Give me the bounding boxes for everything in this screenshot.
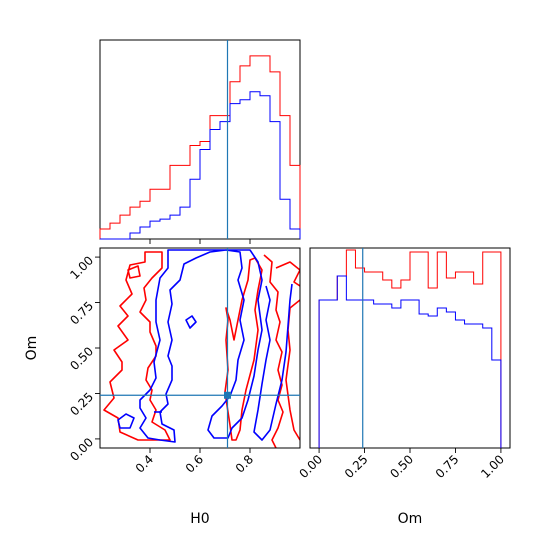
joint-y-tick-label-3: 0.75 — [67, 299, 96, 328]
contour-blue-right — [253, 283, 293, 441]
joint-x-tick-label-1: 0.6 — [183, 452, 206, 475]
contour-red-outer-left — [103, 251, 171, 441]
joint-x-tick-label-2: 0.8 — [233, 452, 256, 475]
hist-Om-tick-label-0: 0.00 — [296, 452, 325, 481]
hist-Om-tick-label-3: 0.75 — [433, 452, 462, 481]
joint-y-tick-label-4: 1.00 — [67, 253, 96, 282]
joint-xlabel: H0 — [190, 511, 209, 527]
hist-H0-series-0 — [99, 55, 301, 239]
hist-Om-tick-label-1: 0.25 — [342, 452, 371, 481]
contour-red-top-left — [127, 265, 141, 279]
hist-Om-series — [318, 249, 502, 448]
hist-Om-tick-label-4: 1.00 — [478, 452, 507, 481]
hist-Om-tick-label-2: 0.50 — [387, 452, 416, 481]
hist-H0-panel — [99, 39, 301, 244]
hist-Om-series-0 — [318, 249, 502, 448]
joint-ylabel: Om — [24, 336, 40, 361]
contour-blue-small-left — [117, 413, 135, 429]
joint-y-tick-label-1: 0.25 — [67, 390, 96, 419]
joint-y-tick-label-0: 0.00 — [67, 435, 96, 464]
joint-x-tick-label-0: 0.4 — [133, 452, 156, 475]
contour-blue-blob — [185, 315, 197, 329]
hist-Om-xlabel: Om — [398, 511, 423, 527]
hist-Om-panel: 0.00 0.25 0.50 0.75 1.00 Om — [296, 247, 511, 527]
contour-blue-inner — [207, 249, 263, 439]
hist-Om-ticks: 0.00 0.25 0.50 0.75 1.00 — [296, 448, 507, 481]
hist-H0-series — [99, 55, 301, 240]
joint-truth-marker — [224, 391, 231, 399]
contour-red-right-strip-b — [263, 254, 284, 448]
joint-H0-Om-panel: 0.4 0.6 0.8 0.00 0.25 0.50 0.75 1.00 H0 Om — [24, 247, 301, 527]
hist-H0-ticks — [149, 239, 251, 244]
joint-y-tick-label-2: 0.50 — [67, 344, 96, 373]
hist-Om-series-1 — [318, 275, 502, 448]
hist-H0-series-1 — [100, 91, 301, 240]
contour-red-top-right — [275, 261, 300, 287]
contour-blue-outer — [139, 249, 227, 443]
